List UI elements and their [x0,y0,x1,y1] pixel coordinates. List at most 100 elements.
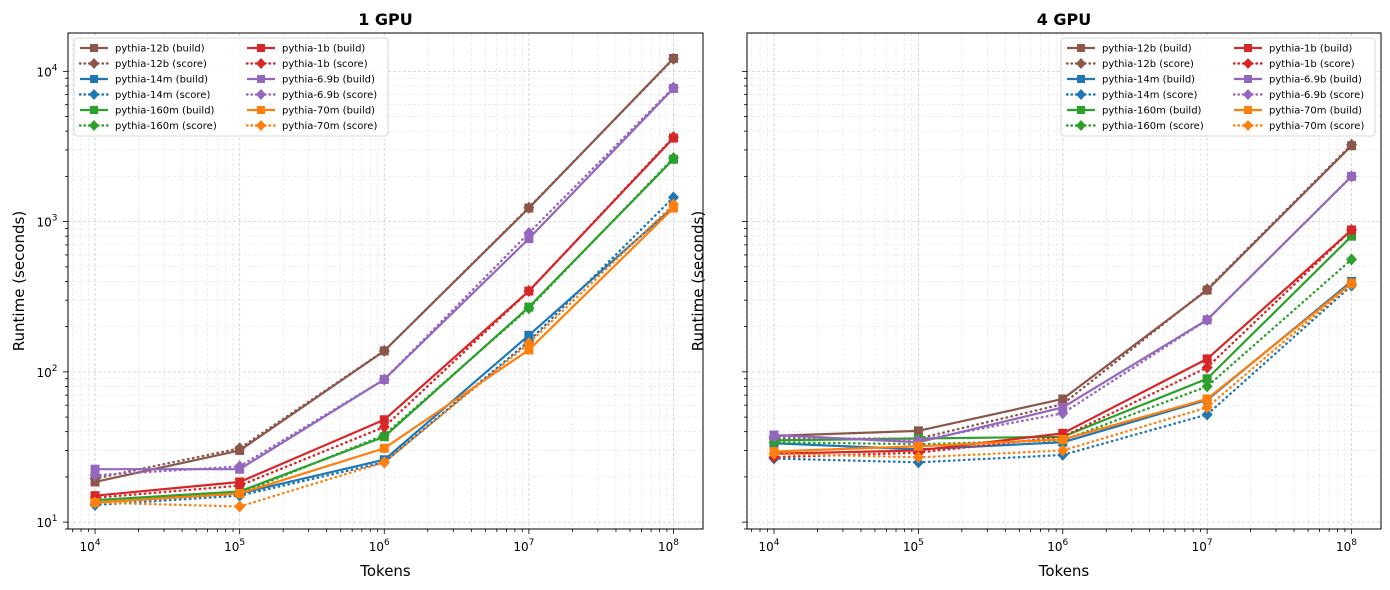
legend-marker-diamond [1076,120,1086,131]
legend-marker-diamond [89,89,99,100]
data-point-square [1347,231,1357,241]
data-point-diamond [523,285,535,298]
data-point-diamond [1346,170,1358,183]
data-point-diamond [523,201,535,214]
data-point-diamond [1201,283,1213,296]
data-point-diamond [667,52,679,65]
y-tick-label-base: 10 [36,516,51,530]
y-tick-label-exponent: 4 [52,63,58,73]
x-axis-label: Tokens [359,562,411,580]
legend-marker-square [257,75,265,83]
legend-label: pythia-14m (score) [115,90,210,101]
legend-label: pythia-160m (score) [115,121,217,132]
data-point-diamond [667,191,679,204]
legend-label: pythia-70m (score) [282,121,377,132]
series-layer [89,52,679,513]
legend-box [1060,37,1376,137]
series-layer [768,138,1358,469]
x-tick-label-base: 10 [903,540,918,554]
x-tick-label-exponent: 4 [774,538,780,548]
legend-marker-square [1077,75,1085,83]
legend-item: pythia-12b (score) [78,58,207,70]
chart-title: 4 GPU [1037,10,1092,29]
legend-label: pythia-70m (score) [1269,121,1364,132]
series-pythia-70m-score- [89,198,679,513]
x-tick-label-base: 10 [1192,540,1207,554]
x-tick-label: 108 [658,538,679,554]
legend-label: pythia-12b (score) [1102,59,1194,70]
legend-item: pythia-14m (score) [1065,89,1197,101]
legend-marker-square [1077,44,1085,52]
legend-marker-diamond [256,89,266,100]
data-point-diamond [1057,444,1069,457]
legend-label: pythia-6.9b (build) [1269,75,1362,86]
legend-label: pythia-1b (score) [1269,59,1355,70]
data-point-diamond [1346,277,1358,290]
data-point-diamond [523,302,535,315]
series-pythia-70m-score- [768,277,1358,464]
x-tick-label-exponent: 5 [918,538,924,548]
data-point-diamond [1201,313,1213,326]
y-tick-label-exponent: 1 [52,514,58,524]
legend-label: pythia-14m (score) [1102,90,1197,101]
legend-item: pythia-6.9b (score) [1232,89,1364,101]
legend-item: pythia-160m (score) [78,120,217,132]
legend-label: pythia-6.9b (score) [1269,90,1364,101]
legend-marker-diamond [89,120,99,131]
legend: pythia-12b (build) pythia-12b (score) pyth… [1060,37,1376,137]
data-point-diamond [768,430,780,443]
legend-label: pythia-6.9b (score) [282,90,377,101]
y-tick-label-exponent: 2 [52,364,58,374]
plot-frame [67,32,704,530]
x-tick-label: 108 [1336,538,1357,554]
legend-item: pythia-1b (build) [247,44,365,55]
plot-frame [746,32,1382,530]
data-point-square [1202,374,1212,384]
legend-marker-diamond [89,58,99,69]
legend-label: pythia-6.9b (build) [282,75,375,86]
x-tick-label: 107 [1192,538,1213,554]
y-axis-label: Runtime (seconds) [10,211,28,351]
legend-label: pythia-160m (score) [1102,121,1204,132]
legend-item: pythia-12b (score) [1065,58,1194,70]
legend-item: pythia-70m (build) [1234,106,1362,117]
legend-label: pythia-14m (build) [1102,75,1195,86]
data-point-diamond [378,344,390,357]
data-point-diamond [667,198,679,211]
data-point-diamond [378,429,390,442]
x-tick-label-exponent: 7 [529,538,535,548]
legend-marker-square [257,44,265,52]
chart-title: 1 GPU [358,10,413,29]
legend-item: pythia-12b (build) [1067,44,1192,55]
y-tick-label-base: 10 [36,216,51,230]
data-point-diamond [1057,407,1069,420]
legend-item: pythia-160m (build) [80,106,215,117]
data-point-diamond [667,131,679,144]
data-point-diamond [667,152,679,165]
series-line [93,86,675,477]
legend-label: pythia-12b (build) [115,44,205,55]
legend-item: pythia-12b (build) [80,44,205,55]
data-point-square [379,415,389,425]
data-point-square [524,345,534,355]
data-point-square [913,441,923,451]
legend-item: pythia-70m (score) [1232,120,1364,132]
legend-item: pythia-1b (score) [245,58,368,70]
series-line [94,137,675,497]
legend-marker-diamond [256,120,266,131]
data-point-diamond [234,460,246,473]
legend-marker-square [90,44,98,52]
legend: pythia-12b (build) pythia-12b (score) pyth… [73,37,389,137]
data-point-diamond [89,496,101,509]
x-tick-label-base: 10 [80,540,95,554]
legend-marker-square [1077,106,1085,114]
grid [747,33,1381,530]
x-tick-label-base: 10 [759,540,774,554]
x-tick-label-base: 10 [1047,540,1062,554]
x-tick-label-exponent: 6 [384,538,390,548]
legend-marker-square [1244,75,1252,83]
x-axis-label: Tokens [1038,562,1090,580]
x-tick-label-exponent: 8 [673,538,679,548]
x-tick-label: 104 [80,538,101,554]
